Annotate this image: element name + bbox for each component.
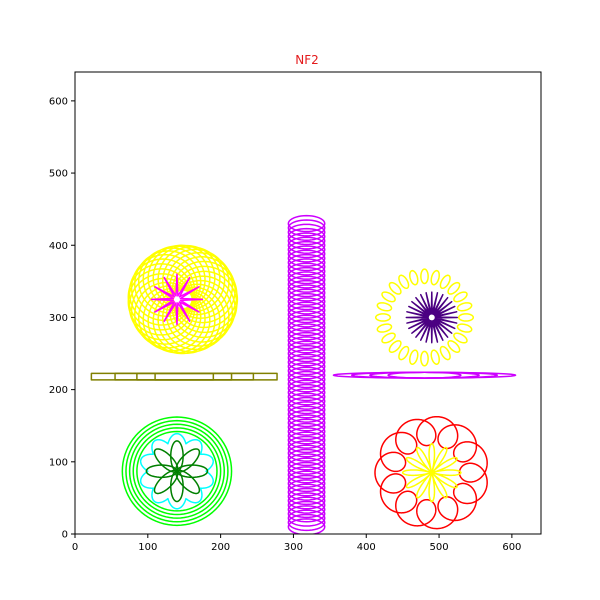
x-tick-label: 300 <box>284 542 303 553</box>
series-loop_ring <box>374 415 488 530</box>
series-star <box>405 291 459 344</box>
y-tick-label: 200 <box>49 385 68 396</box>
curve-path <box>409 269 419 286</box>
x-tick-label: 100 <box>138 542 157 553</box>
x-tick-label: 400 <box>357 542 376 553</box>
curve-path <box>381 291 396 303</box>
x-tick-label: 500 <box>430 542 449 553</box>
curve-path <box>381 332 396 344</box>
series-flower <box>374 268 475 367</box>
series-lens_stack <box>332 371 517 379</box>
curve-path <box>398 345 410 361</box>
series-column <box>287 214 326 534</box>
x-tick-label: 0 <box>72 542 78 553</box>
y-tick-label: 500 <box>49 169 68 180</box>
curve-path <box>420 350 429 367</box>
curve-path <box>430 269 440 286</box>
series-petals <box>145 440 209 503</box>
curve-path <box>457 313 475 322</box>
series-circles <box>121 416 233 527</box>
curve-path <box>398 274 410 290</box>
series-rect_stack <box>90 372 278 381</box>
curve-path <box>420 268 429 285</box>
curve-path <box>453 291 468 303</box>
plot-area <box>90 214 517 534</box>
y-tick-label: 100 <box>49 457 68 468</box>
curve-path <box>409 349 419 365</box>
y-tick-label: 300 <box>49 313 68 324</box>
curve-path <box>132 427 222 516</box>
curve-path <box>150 273 204 326</box>
curve-path <box>388 281 402 295</box>
y-axis: 0 100 200 300 400 500 600 <box>49 96 75 541</box>
chart-title: NF2 <box>295 53 319 67</box>
curve-path <box>125 419 229 523</box>
curve-path <box>154 372 215 381</box>
curve-path <box>136 430 218 512</box>
curve-path <box>121 416 233 527</box>
curve-path <box>456 323 473 333</box>
x-tick-label: 200 <box>211 542 230 553</box>
curve-path <box>387 371 462 379</box>
curve-path <box>374 415 488 530</box>
curve-path <box>376 323 393 333</box>
curve-path <box>439 274 451 290</box>
curve-path <box>439 345 451 361</box>
curve-path <box>374 313 392 322</box>
curve-path <box>401 443 462 503</box>
y-tick-label: 400 <box>49 241 68 252</box>
y-tick-label: 600 <box>49 96 68 107</box>
curve-path <box>287 223 326 241</box>
curve-path <box>388 340 402 353</box>
series-scallop <box>139 432 214 510</box>
curve-path <box>128 423 226 519</box>
curve-path <box>447 281 461 295</box>
series-star <box>150 273 204 326</box>
curve-path <box>376 302 393 312</box>
curve-path <box>139 432 214 510</box>
axes-frame <box>74 71 542 535</box>
curve-path <box>405 291 459 344</box>
x-axis: 0 100 200 300 400 500 600 <box>72 534 521 553</box>
series-petal_star <box>401 443 462 503</box>
curve-path <box>453 332 468 344</box>
y-tick-label: 0 <box>62 530 68 541</box>
curve-path <box>430 349 440 365</box>
curve-path <box>456 302 473 312</box>
curve-path <box>175 469 201 495</box>
curve-path <box>287 219 326 237</box>
x-tick-label: 600 <box>502 542 521 553</box>
curve-path <box>287 214 326 233</box>
curve-path <box>447 340 461 353</box>
